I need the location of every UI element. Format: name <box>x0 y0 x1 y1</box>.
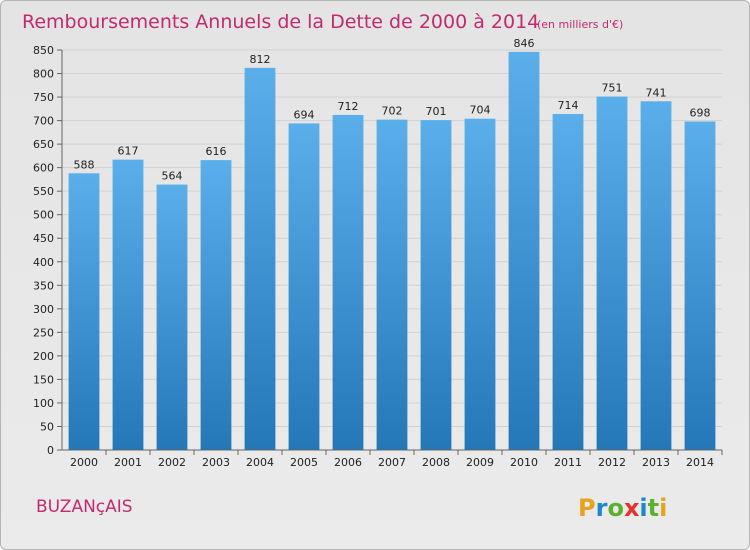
y-axis: 0 50 100 150 200 250 300 350 400 450 500 550 600 650 7… <box>33 44 63 457</box>
x-tick-label: 2014 <box>686 456 714 469</box>
x-tick-label: 2004 <box>246 456 274 469</box>
y-tick-label: 800 <box>33 68 54 81</box>
data-label: 701 <box>426 105 447 118</box>
y-tick-label: 150 <box>33 373 54 386</box>
bar <box>684 121 716 450</box>
chart-unit: (en milliers d'€) <box>537 18 623 31</box>
x-tick-label: 2000 <box>70 456 98 469</box>
y-tick-label: 350 <box>33 279 54 292</box>
bar <box>156 184 188 450</box>
chart-title: Remboursements Annuels de la Dette de 20… <box>22 11 539 33</box>
bar <box>288 123 320 450</box>
data-label: 698 <box>690 107 711 120</box>
bar <box>376 119 408 450</box>
proxiti-logo: Proxiti <box>578 494 667 522</box>
y-tick-label: 600 <box>33 162 54 175</box>
y-tick-label: 500 <box>33 209 54 222</box>
bar <box>68 173 100 450</box>
y-tick-label: 550 <box>33 185 54 198</box>
y-tick-label: 400 <box>33 256 54 269</box>
y-tick-label: 650 <box>33 138 54 151</box>
x-tick-label: 2002 <box>158 456 186 469</box>
data-label: 704 <box>470 104 491 117</box>
data-label: 616 <box>206 145 227 158</box>
data-label: 714 <box>558 99 579 112</box>
y-tick-label: 700 <box>33 115 54 128</box>
data-label: 741 <box>646 86 667 99</box>
x-tick-label: 2008 <box>422 456 450 469</box>
y-tick-label: 200 <box>33 350 54 363</box>
y-tick-label: 0 <box>47 444 54 457</box>
x-tick-label: 2001 <box>114 456 142 469</box>
x-tick-label: 2009 <box>466 456 494 469</box>
x-tick-label: 2003 <box>202 456 230 469</box>
x-tick-label: 2005 <box>290 456 318 469</box>
y-tick-label: 850 <box>33 44 54 57</box>
bar <box>420 120 452 450</box>
y-tick-label: 250 <box>33 326 54 339</box>
data-label: 846 <box>514 37 535 50</box>
bars <box>68 51 716 451</box>
data-label: 588 <box>74 158 95 171</box>
data-label: 712 <box>338 100 359 113</box>
bar <box>200 160 232 450</box>
data-labels: 588 617 564 616 812 694 712 702 701 704 846 714 751 7… <box>74 37 711 183</box>
bar <box>112 159 144 450</box>
data-label: 694 <box>294 108 315 121</box>
data-label: 702 <box>382 105 403 118</box>
x-tick-label: 2010 <box>510 456 538 469</box>
y-tick-label: 50 <box>40 420 54 433</box>
data-label: 751 <box>602 82 623 95</box>
bar <box>332 114 364 451</box>
bar <box>464 118 496 451</box>
svg-text:Proxiti: Proxiti <box>578 494 667 522</box>
bar <box>552 114 584 450</box>
data-label: 812 <box>250 53 271 66</box>
x-tick-label: 2012 <box>598 456 626 469</box>
y-tick-label: 100 <box>33 397 54 410</box>
y-tick-label: 300 <box>33 303 54 316</box>
bar <box>596 96 628 451</box>
y-tick-label: 750 <box>33 91 54 104</box>
data-label: 617 <box>118 145 139 158</box>
bar <box>244 67 276 450</box>
x-tick-label: 2013 <box>642 456 670 469</box>
bar <box>508 51 540 450</box>
city-name: BUZANçAIS <box>36 497 133 517</box>
bar <box>640 101 672 450</box>
x-tick-label: 2006 <box>334 456 362 469</box>
x-axis: 2000 2001 2002 2003 2004 2005 2006 2007 2008 2009… <box>62 449 723 469</box>
x-tick-label: 2007 <box>378 456 406 469</box>
data-label: 564 <box>162 170 183 183</box>
x-tick-label: 2011 <box>554 456 582 469</box>
y-tick-label: 450 <box>33 232 54 245</box>
